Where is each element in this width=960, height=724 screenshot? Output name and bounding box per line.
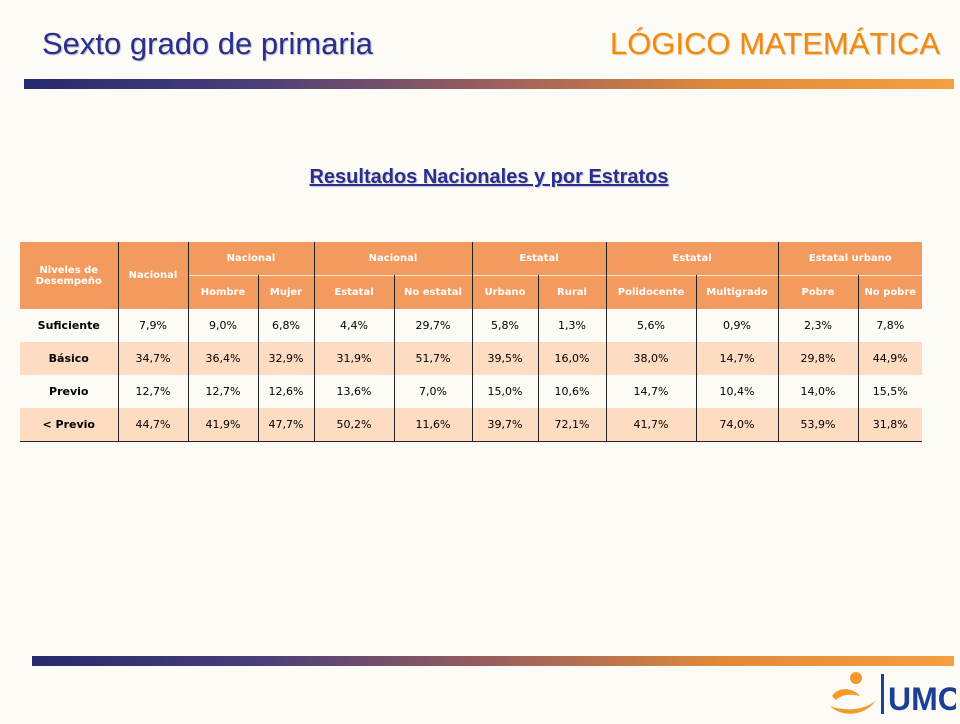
table-cell: 44,9% <box>858 342 922 375</box>
table-cell: 29,8% <box>778 342 859 375</box>
table-cell: 14,7% <box>606 375 697 408</box>
table-cell: 2,3% <box>778 309 859 342</box>
table-cell: 12,7% <box>118 375 189 408</box>
table-cell: 0,9% <box>696 309 779 342</box>
table-row: < Previo 44,7% 41,9% 47,7% 50,2% 11,6% 3… <box>20 408 922 442</box>
table-cell: 5,8% <box>472 309 539 342</box>
table-cell: 31,9% <box>314 342 395 375</box>
table-cell: 74,0% <box>696 408 779 442</box>
group-header: Nacional <box>314 242 473 276</box>
table-cell: 41,9% <box>188 408 259 442</box>
table-subheader-row: Hombre Mujer Estatal No estatal Urbano R… <box>20 275 922 309</box>
table-cell: 9,0% <box>188 309 259 342</box>
subheader-cell: Polidocente <box>606 275 697 309</box>
results-table: Niveles de Desempeño Nacional Nacional N… <box>20 242 922 442</box>
umc-logo: UMC <box>826 666 960 720</box>
table-header-row: Niveles de Desempeño Nacional Nacional N… <box>20 242 922 309</box>
table-cell: 5,6% <box>606 309 697 342</box>
table-cell: 6,8% <box>258 309 315 342</box>
table-cell: 34,7% <box>118 342 189 375</box>
person-swoosh-logo-icon: UMC <box>830 672 960 717</box>
subheader-cell: Rural <box>538 275 607 309</box>
table-cell: 16,0% <box>538 342 607 375</box>
table-cell: 14,0% <box>778 375 859 408</box>
group-header: Nacional <box>188 242 315 276</box>
table-cell: 1,3% <box>538 309 607 342</box>
subheader-cell: Hombre <box>188 275 259 309</box>
row-label: Básico <box>20 342 119 375</box>
table-cell: 7,0% <box>394 375 473 408</box>
table-cell: 15,5% <box>858 375 922 408</box>
subheader-cell: Urbano <box>472 275 539 309</box>
subheader-cell: Pobre <box>778 275 859 309</box>
table-cell: 7,9% <box>118 309 189 342</box>
table-cell: 50,2% <box>314 408 395 442</box>
group-header: Estatal urbano <box>778 242 922 276</box>
table-row: Previo 12,7% 12,7% 12,6% 13,6% 7,0% 15,0… <box>20 375 922 408</box>
table-cell: 11,6% <box>394 408 473 442</box>
table-cell: 13,6% <box>314 375 395 408</box>
table-cell: 12,7% <box>188 375 259 408</box>
bottom-gradient-bar <box>32 656 954 666</box>
group-header: Estatal <box>472 242 607 276</box>
table-cell: 39,7% <box>472 408 539 442</box>
table-cell: 39,5% <box>472 342 539 375</box>
table-cell: 29,7% <box>394 309 473 342</box>
table-cell: 7,8% <box>858 309 922 342</box>
subheader-cell: Estatal <box>314 275 395 309</box>
levels-header: Niveles de Desempeño <box>20 242 119 309</box>
group-header: Estatal <box>606 242 779 276</box>
table-cell: 4,4% <box>314 309 395 342</box>
table-cell: 51,7% <box>394 342 473 375</box>
row-label: Suficiente <box>20 309 119 342</box>
table-cell: 41,7% <box>606 408 697 442</box>
table-cell: 31,8% <box>858 408 922 442</box>
table-cell: 36,4% <box>188 342 259 375</box>
table-cell: 15,0% <box>472 375 539 408</box>
row-label: < Previo <box>20 408 119 442</box>
table-cell: 10,4% <box>696 375 779 408</box>
table-row: Básico 34,7% 36,4% 32,9% 31,9% 51,7% 39,… <box>20 342 922 375</box>
table-cell: 72,1% <box>538 408 607 442</box>
table-row: Suficiente 7,9% 9,0% 6,8% 4,4% 29,7% 5,8… <box>20 309 922 342</box>
subheader-cell: No estatal <box>394 275 473 309</box>
table-cell: 32,9% <box>258 342 315 375</box>
table-cell: 38,0% <box>606 342 697 375</box>
table-title: Resultados Nacionales y por Estratos <box>309 166 669 188</box>
table-cell: 10,6% <box>538 375 607 408</box>
table-cell: 12,6% <box>258 375 315 408</box>
top-gradient-bar <box>24 79 954 89</box>
subject-title: LÓGICO MATEMÁTICA <box>609 26 940 61</box>
subheader-cell: Mujer <box>258 275 315 309</box>
national-header: Nacional <box>118 242 189 309</box>
table-cell: 47,7% <box>258 408 315 442</box>
page-title: Sexto grado de primaria <box>42 26 373 61</box>
row-label: Previo <box>20 375 119 408</box>
subheader-cell: Multigrado <box>696 275 779 309</box>
table-cell: 53,9% <box>778 408 859 442</box>
subheader-cell: No pobre <box>858 275 922 309</box>
table-cell: 44,7% <box>118 408 189 442</box>
logo-text: UMC <box>888 681 956 717</box>
table-cell: 14,7% <box>696 342 779 375</box>
